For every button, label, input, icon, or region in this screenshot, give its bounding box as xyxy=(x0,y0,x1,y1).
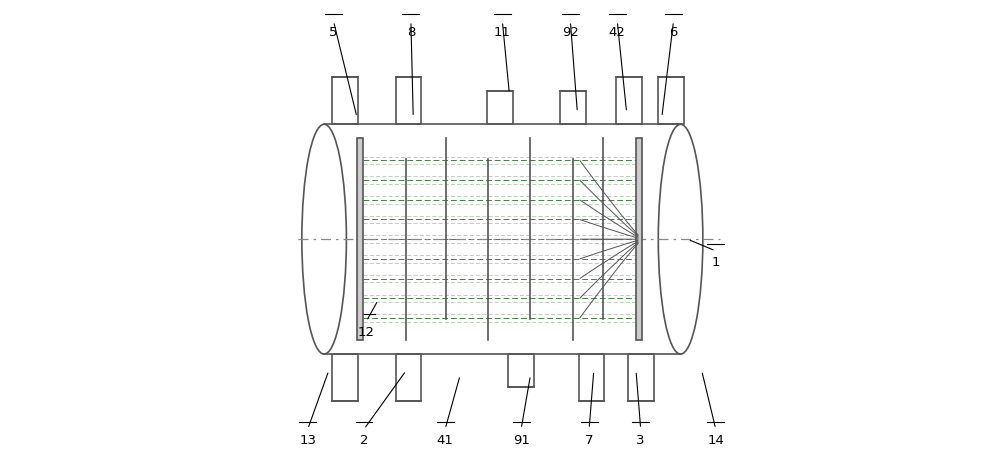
Bar xyxy=(332,354,358,401)
Bar xyxy=(579,354,604,401)
Text: 91: 91 xyxy=(513,434,530,447)
Text: 14: 14 xyxy=(707,434,724,447)
Bar xyxy=(628,354,654,401)
Text: 6: 6 xyxy=(669,26,678,39)
Bar xyxy=(332,77,358,124)
Bar xyxy=(508,354,534,387)
Text: 41: 41 xyxy=(437,434,454,447)
Bar xyxy=(636,138,642,340)
Text: 1: 1 xyxy=(711,256,720,269)
Bar xyxy=(560,91,586,124)
Text: 92: 92 xyxy=(562,26,579,39)
Text: 12: 12 xyxy=(358,326,375,340)
Text: 3: 3 xyxy=(636,434,645,447)
Text: 5: 5 xyxy=(329,26,338,39)
Text: 2: 2 xyxy=(360,434,368,447)
Bar xyxy=(324,124,681,354)
Ellipse shape xyxy=(302,124,346,354)
Bar xyxy=(616,77,642,124)
Bar xyxy=(658,77,684,124)
Text: 11: 11 xyxy=(494,26,511,39)
Text: 8: 8 xyxy=(407,26,415,39)
Bar xyxy=(396,354,421,401)
Bar xyxy=(487,91,513,124)
Ellipse shape xyxy=(658,124,703,354)
Text: 7: 7 xyxy=(585,434,593,447)
Text: 42: 42 xyxy=(609,26,626,39)
Bar xyxy=(357,138,363,340)
Bar xyxy=(396,77,421,124)
Text: 13: 13 xyxy=(299,434,316,447)
